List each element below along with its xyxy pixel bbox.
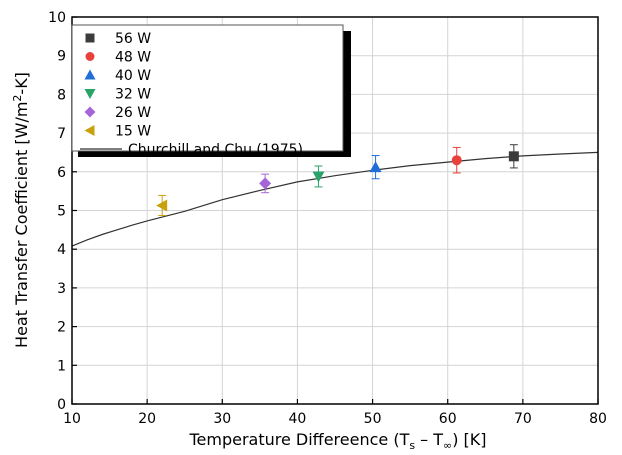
axis-ticks: 10 20 30 40 50 60 70 80 0 1 2 3 4 5 6 7 8 9 10: [48, 10, 607, 427]
y-tick-label: 6: [57, 165, 66, 181]
y-tick-label: 5: [57, 204, 66, 220]
y-axis-title-sup: 2: [11, 95, 24, 102]
legend-box: [71, 24, 344, 152]
data-point: [451, 155, 462, 166]
x-tick-label: 60: [439, 411, 457, 427]
y-tick-label: 2: [57, 320, 66, 336]
x-tick-label: 40: [289, 411, 307, 427]
y-tick-label: 1: [57, 358, 66, 374]
legend-label: 40 W: [115, 68, 151, 84]
y-tick-label: 9: [57, 49, 66, 65]
legend-items: 56 W 48 W 40 W 32 W 26 W 15 W Churchill and Ch…: [80, 31, 303, 158]
curve-layer: [71, 151, 599, 247]
x-tick-label: 50: [364, 411, 382, 427]
legend-label: 32 W: [115, 87, 151, 103]
legend-marker: [84, 106, 96, 118]
x-axis-title-mid: – T: [415, 430, 443, 449]
x-tick-label: 20: [138, 411, 156, 427]
y-tick-label: 3: [57, 281, 66, 297]
data-point: [156, 199, 168, 212]
legend-label: 26 W: [115, 105, 151, 121]
legend-label: 15 W: [115, 124, 151, 140]
y-tick-label: 0: [57, 397, 66, 413]
data-points: [156, 144, 519, 217]
y-tick-label: 8: [57, 87, 66, 103]
data-point: [312, 171, 325, 183]
legend-label: 56 W: [115, 31, 151, 47]
y-tick-label: 10: [48, 10, 66, 26]
y-tick-label: 7: [57, 126, 66, 142]
legend-marker: [85, 52, 95, 61]
y-axis-title: Heat Transfer Coefficient [W/m2-K]: [11, 72, 31, 348]
y-axis-title-end: -K]: [12, 72, 31, 95]
legend: 56 W 48 W 40 W 32 W 26 W 15 W Churchill and Ch…: [71, 24, 351, 158]
x-axis-title-end: ) [K]: [452, 430, 486, 449]
x-axis-title-sub2: ∞: [443, 439, 452, 452]
x-tick-label: 80: [589, 411, 607, 427]
legend-label: Churchill and Chu (1975): [128, 142, 303, 158]
x-axis-title-main: Temperature Differeence (T: [188, 430, 409, 449]
data-point: [259, 177, 272, 190]
x-tick-label: 10: [63, 411, 81, 427]
x-tick-label: 70: [514, 411, 532, 427]
legend-marker: [84, 89, 96, 99]
legend-marker: [85, 33, 95, 43]
data-point: [508, 151, 519, 162]
y-axis-title-main: Heat Transfer Coefficient [W/m: [12, 102, 31, 348]
data-point: [369, 161, 382, 173]
legend-marker: [84, 69, 96, 80]
x-axis-title: Temperature Differeence (Ts – T∞) [K]: [188, 430, 486, 452]
x-tick-label: 30: [213, 411, 231, 427]
y-tick-label: 4: [57, 242, 66, 258]
legend-marker: [84, 125, 95, 136]
churchill-chu-curve: [71, 151, 599, 247]
x-axis-title-sub1: s: [409, 439, 415, 452]
legend-label: 48 W: [115, 50, 151, 66]
